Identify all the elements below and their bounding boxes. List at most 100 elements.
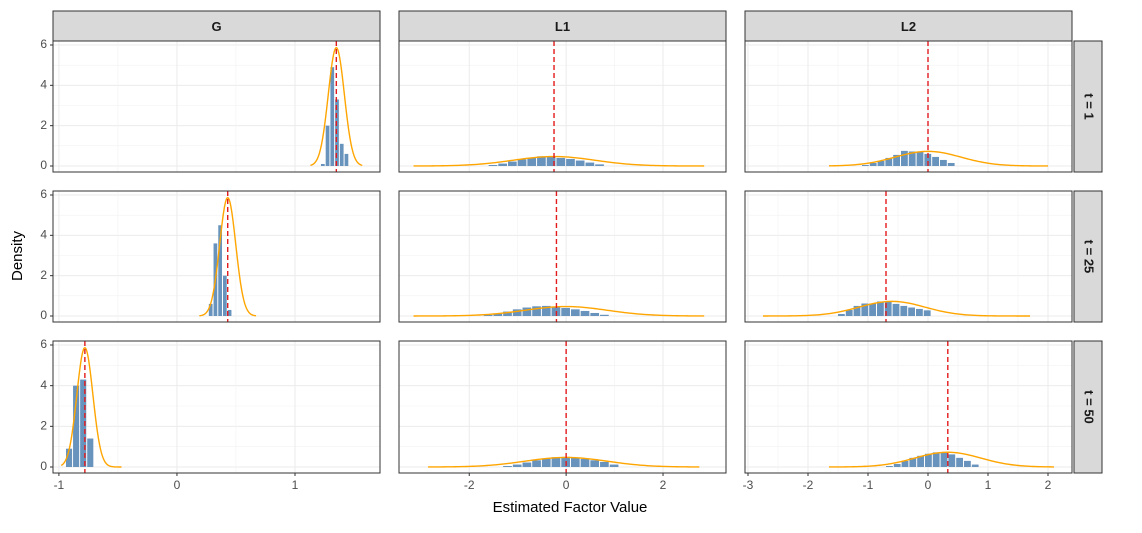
panel-border bbox=[744, 340, 1073, 474]
panel-background bbox=[399, 341, 726, 473]
histogram-bar bbox=[885, 157, 893, 166]
column-strip bbox=[52, 10, 381, 42]
histogram-bar bbox=[522, 307, 532, 316]
histogram-bar bbox=[893, 154, 900, 166]
column-strip-label: L1 bbox=[555, 19, 570, 34]
histogram-bar bbox=[208, 303, 213, 316]
panel bbox=[398, 40, 727, 173]
x-tick-label: -2 bbox=[464, 478, 475, 492]
histogram-bar bbox=[570, 309, 580, 316]
x-tick-label: 0 bbox=[563, 478, 570, 492]
histogram-bar bbox=[862, 164, 869, 166]
histogram-bar bbox=[546, 156, 556, 166]
histogram-bar bbox=[590, 312, 600, 316]
x-tick-label: 1 bbox=[985, 478, 992, 492]
histogram-bar bbox=[877, 160, 885, 166]
histogram-bar bbox=[537, 156, 546, 166]
histogram-bar bbox=[947, 162, 955, 166]
row-strip-label: t = 25 bbox=[1082, 240, 1097, 274]
row-strip-label: t = 1 bbox=[1082, 93, 1097, 119]
histogram-bar bbox=[923, 310, 931, 316]
x-tick-label: 0 bbox=[174, 478, 181, 492]
y-tick-label: 2 bbox=[40, 118, 47, 132]
histogram-bar bbox=[917, 455, 924, 467]
y-tick-label: 4 bbox=[40, 378, 47, 392]
density-curve bbox=[60, 346, 122, 468]
column-strip-label: G bbox=[211, 19, 221, 34]
histogram-bar bbox=[869, 162, 877, 166]
histogram-bar bbox=[861, 303, 869, 316]
histogram-bar bbox=[575, 160, 585, 166]
histogram-bar bbox=[493, 313, 503, 316]
histogram-bar bbox=[916, 308, 923, 316]
histogram-bar bbox=[503, 465, 512, 467]
histogram-bar bbox=[65, 448, 73, 467]
y-tick-label: 6 bbox=[40, 337, 47, 351]
histogram-bar bbox=[87, 438, 94, 467]
panel-background bbox=[745, 191, 1072, 322]
histogram-bar bbox=[80, 379, 87, 467]
histogram-bar bbox=[222, 275, 227, 316]
panel: 0 2 4 6 bbox=[40, 187, 381, 323]
y-axis-title: Density bbox=[9, 230, 26, 281]
histogram-bar bbox=[508, 161, 517, 166]
histogram-bar bbox=[892, 303, 900, 316]
density-curve bbox=[310, 46, 363, 167]
histogram-bar bbox=[541, 305, 551, 316]
y-tick-label: 0 bbox=[40, 308, 47, 322]
histogram-bar bbox=[498, 163, 507, 166]
column-strip bbox=[398, 10, 727, 42]
y-tick-label: 0 bbox=[40, 459, 47, 473]
histogram-bar bbox=[838, 313, 845, 316]
histogram-bar bbox=[527, 157, 537, 166]
histogram-bar bbox=[580, 310, 590, 316]
panel-border bbox=[744, 190, 1073, 323]
panel bbox=[744, 190, 1073, 323]
histogram-bar bbox=[344, 153, 349, 166]
y-tick-label: 6 bbox=[40, 37, 47, 51]
histogram-bar bbox=[517, 159, 527, 166]
histogram-bar bbox=[512, 309, 522, 316]
histogram-bar bbox=[570, 457, 580, 467]
density-curve bbox=[828, 150, 1048, 167]
density-curve bbox=[763, 300, 1030, 317]
histogram-bar bbox=[925, 453, 932, 467]
density-curve bbox=[413, 155, 705, 167]
panel: 0 2 4 6 -1 0 1 bbox=[40, 337, 381, 492]
x-tick-label: 2 bbox=[1045, 478, 1052, 492]
histogram-bar bbox=[877, 301, 884, 316]
histogram-bar bbox=[869, 303, 876, 316]
histogram-bar bbox=[512, 464, 522, 467]
y-tick-label: 2 bbox=[40, 268, 47, 282]
density-curve bbox=[828, 451, 1055, 468]
histogram-bar bbox=[964, 460, 971, 467]
panel-border bbox=[52, 340, 381, 474]
histogram-bar bbox=[551, 457, 561, 467]
panel-background bbox=[745, 41, 1072, 172]
panel: -3 -2 -1 0 1 2 bbox=[743, 340, 1073, 492]
row-strip-label: t = 50 bbox=[1082, 390, 1097, 424]
panel-border bbox=[52, 40, 381, 173]
histogram-bar bbox=[932, 452, 940, 467]
y-tick-label: 2 bbox=[40, 419, 47, 433]
x-tick-label: -1 bbox=[863, 478, 874, 492]
panel-border bbox=[52, 190, 381, 323]
histogram-bar bbox=[900, 305, 908, 316]
panel-background bbox=[745, 341, 1072, 473]
histogram-bar bbox=[600, 461, 609, 467]
histogram-bar bbox=[590, 460, 600, 467]
panel-background bbox=[53, 341, 380, 473]
row-strip bbox=[1073, 40, 1103, 173]
x-tick-label: 0 bbox=[925, 478, 932, 492]
x-tick-label: 1 bbox=[292, 478, 299, 492]
density-curve bbox=[413, 305, 705, 317]
histogram-bar bbox=[853, 305, 861, 316]
histogram-bar bbox=[971, 464, 979, 467]
column-strip bbox=[744, 10, 1073, 42]
panel-background bbox=[53, 41, 380, 172]
x-tick-label: -1 bbox=[54, 478, 65, 492]
panels-layer: G L1 L2 t = 1 t = 25 t = 50 0 2 4 6 0 2 4 6 0 2 4 6 -1 0 1 -2… bbox=[40, 10, 1103, 492]
histogram-bar bbox=[884, 301, 892, 316]
x-tick-label: -3 bbox=[743, 478, 754, 492]
